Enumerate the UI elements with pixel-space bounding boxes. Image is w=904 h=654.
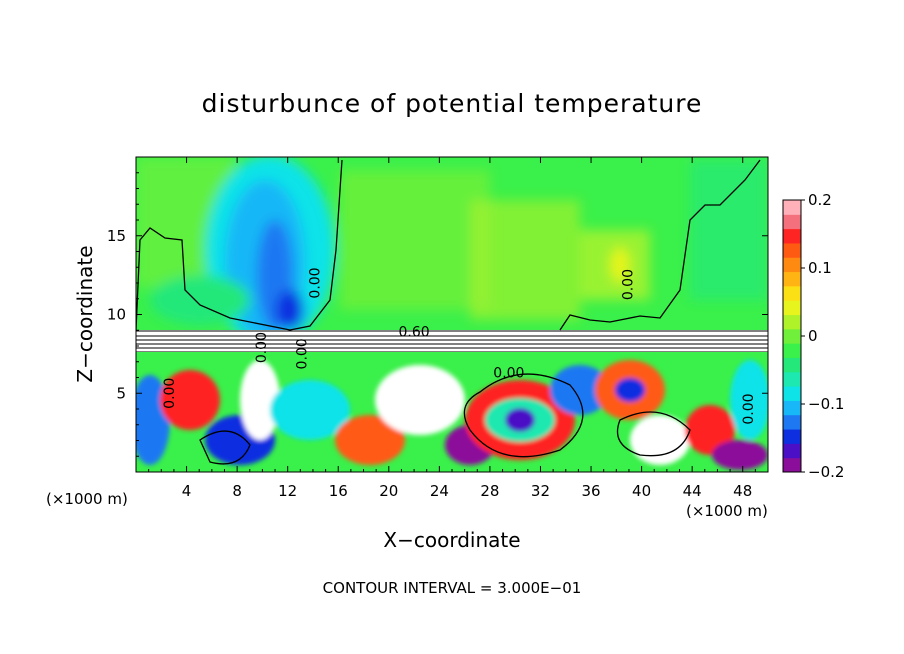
colorbar-swatch (783, 357, 801, 373)
contour-interval-note: CONTOUR INTERVAL = 3.000E−01 (323, 579, 582, 597)
colorbar-swatch (783, 271, 801, 287)
contour-label: 0.00 (621, 269, 637, 300)
lower-layer-eddies (136, 360, 768, 470)
colorbar: 0.2 0.1 0 −0.1 −0.2 (782, 191, 844, 481)
y-tick-label: 15 (107, 227, 126, 245)
contour-label: 0.00 (162, 378, 178, 409)
colorbar-swatch (783, 414, 801, 430)
y-tick-label: 10 (107, 306, 126, 324)
contour-label: 0.00 (295, 338, 311, 369)
colorbar-swatch (783, 214, 801, 230)
contour-lines (136, 159, 761, 465)
colorbar-swatch (783, 314, 801, 330)
x-tick-label: 32 (531, 482, 550, 500)
x-tick-label: 28 (480, 482, 499, 500)
contour-label: 0.00 (307, 267, 323, 298)
colorbar-swatch (783, 228, 801, 244)
x-axis-label: X−coordinate (383, 528, 520, 552)
colorbar-swatch (783, 300, 801, 316)
y-axis-label: Z−coordinate (73, 245, 97, 382)
x-tick-label: 12 (278, 482, 297, 500)
y-axis: 5 10 15 (107, 172, 768, 457)
x-tick-label: 44 (683, 482, 702, 500)
colorbar-swatch (783, 242, 801, 258)
colorbar-swatch (783, 386, 801, 401)
contour-label: 0.00 (493, 366, 524, 382)
x-tick-label: 20 (379, 482, 398, 500)
x-tick-label: 4 (182, 482, 192, 500)
colorbar-tick-label: 0.2 (808, 191, 832, 209)
contour-label: 0.00 (254, 332, 270, 363)
colorbar-swatch (783, 443, 801, 459)
contour-label: 0.00 (741, 393, 757, 424)
x-units-right: (×1000 m) (686, 502, 768, 520)
colorbar-swatch (783, 257, 801, 273)
inversion-band (136, 330, 768, 352)
x-tick-label: 8 (232, 482, 242, 500)
colorbar-tick-label: −0.1 (808, 395, 844, 413)
contour-label: 0.60 (398, 325, 429, 341)
upper-layer-shading (136, 157, 768, 345)
x-tick-label: 16 (329, 482, 348, 500)
colorbar-swatch (783, 285, 801, 301)
colorbar-swatch (783, 457, 801, 473)
colorbar-swatch (783, 400, 801, 416)
x-tick-label: 40 (632, 482, 651, 500)
colorbar-tick-label: 0 (808, 327, 818, 345)
colorbar-swatch (783, 429, 801, 444)
x-tick-label: 24 (430, 482, 449, 500)
x-axis: 4 8 12 16 20 24 28 32 36 40 44 48 (148, 157, 756, 500)
colorbar-tick-label: −0.2 (808, 463, 844, 481)
x-tick-label: 48 (733, 482, 752, 500)
chart-title: disturbunce of potential temperature (202, 89, 703, 118)
colorbar-swatch (783, 200, 801, 215)
contour-labels: 0.00 0.00 0.60 0.00 0.00 0.00 0.00 0.00 (162, 267, 757, 424)
colorbar-swatch (783, 343, 801, 358)
colorbar-swatch (783, 328, 801, 344)
plot-area: 0.00 0.00 0.60 0.00 0.00 0.00 0.00 0.00 (136, 157, 768, 472)
colorbar-swatch (783, 371, 801, 387)
colorbar-tick-label: 0.1 (808, 259, 832, 277)
y-tick-label: 5 (116, 384, 126, 402)
x-units-left: (×1000 m) (46, 490, 128, 508)
x-tick-label: 36 (581, 482, 600, 500)
